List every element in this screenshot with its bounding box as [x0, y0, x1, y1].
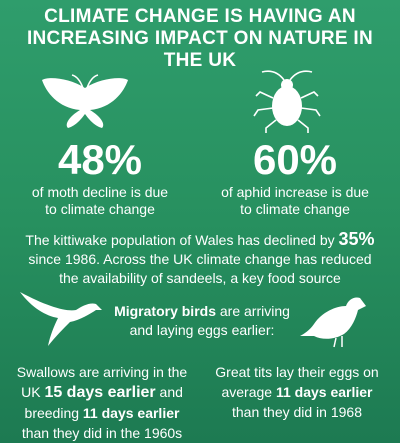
- aphid-stat-block: 60% of aphid increase is due to climate …: [210, 138, 380, 218]
- title: CLIMATE CHANGE IS HAVING AN INCREASING I…: [26, 6, 374, 71]
- aphid-stat: 60%: [252, 136, 338, 183]
- moth-stat: 48%: [57, 136, 143, 183]
- moth-icon: [42, 74, 128, 128]
- highlight: 35%: [338, 229, 375, 249]
- text: than they did in the 1960s: [21, 425, 183, 441]
- text: Swallows are arriving in the UK: [16, 364, 188, 400]
- aphid-caption: of aphid increase is due to climate chan…: [221, 184, 369, 217]
- great-tits-text: Great tits lay their eggs on average 11 …: [212, 362, 382, 422]
- highlight: Migratory birds: [114, 303, 216, 319]
- bird-icon: [300, 297, 366, 348]
- aphid-icon: [253, 70, 321, 133]
- text: than they did in 1968: [232, 404, 362, 420]
- text: Great tits lay their eggs on average: [215, 364, 379, 400]
- swallows-text: Swallows are arriving in the UK 15 days …: [12, 362, 192, 443]
- highlight: 15 days earlier: [44, 384, 156, 401]
- highlight: 11 days earlier: [275, 384, 373, 400]
- swallow-icon: [20, 292, 102, 346]
- highlight: 11 days earlier: [82, 405, 180, 421]
- text: are arriving and laying eggs earlier:: [129, 303, 290, 338]
- text: The kittiwake population of Wales has de…: [25, 232, 339, 248]
- text: since 1986. Across the UK climate change…: [28, 251, 372, 286]
- text: and breeding: [24, 384, 183, 421]
- kittiwake-text: The kittiwake population of Wales has de…: [22, 230, 378, 288]
- migratory-text: Migratory birds are arriving and laying …: [112, 302, 292, 340]
- moth-stat-block: 48% of moth decline is due to climate ch…: [15, 138, 185, 218]
- moth-caption: of moth decline is due to climate change: [31, 184, 169, 217]
